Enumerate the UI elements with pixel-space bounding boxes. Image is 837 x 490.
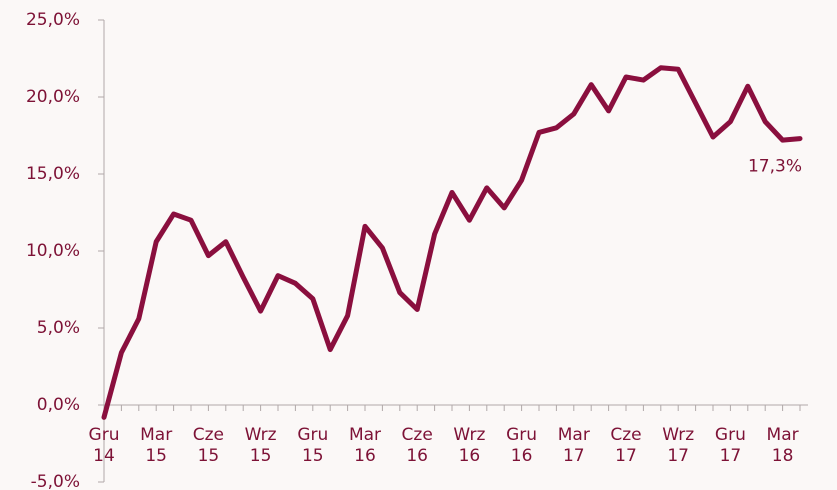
x-tick-label: Cze 17	[610, 425, 642, 466]
x-tick-label: Cze 15	[192, 425, 225, 466]
y-tick-label: 0,0%	[37, 395, 80, 415]
x-tick-label: Cze 16	[401, 425, 433, 466]
y-tick-label: 10,0%	[26, 241, 80, 261]
y-tick-label: -5,0%	[31, 472, 80, 490]
x-tick-label: Wrz 16	[453, 425, 486, 466]
y-tick-label: 15,0%	[26, 164, 80, 184]
y-tick-label: 5,0%	[37, 318, 80, 338]
data-label: 17,3%	[748, 157, 802, 177]
x-tick-label: Gru 16	[506, 425, 538, 466]
x-tick-label: Gru 17	[714, 425, 746, 466]
x-tick-label: Gru 15	[297, 425, 329, 466]
x-tick-label: Mar 16	[348, 425, 382, 466]
x-tick-label: Gru 14	[88, 425, 120, 466]
x-tick-label: Wrz 15	[244, 425, 277, 466]
line	[101, 65, 803, 420]
y-tick-label: 20,0%	[26, 87, 80, 107]
x-tick-label: Wrz 17	[662, 425, 695, 466]
x-tick-label: Mar 17	[557, 425, 590, 466]
y-tick-label: 25,0%	[26, 10, 80, 30]
x-tick-label: Mar 18	[766, 425, 799, 466]
x-tick-label: Mar 15	[140, 425, 173, 466]
